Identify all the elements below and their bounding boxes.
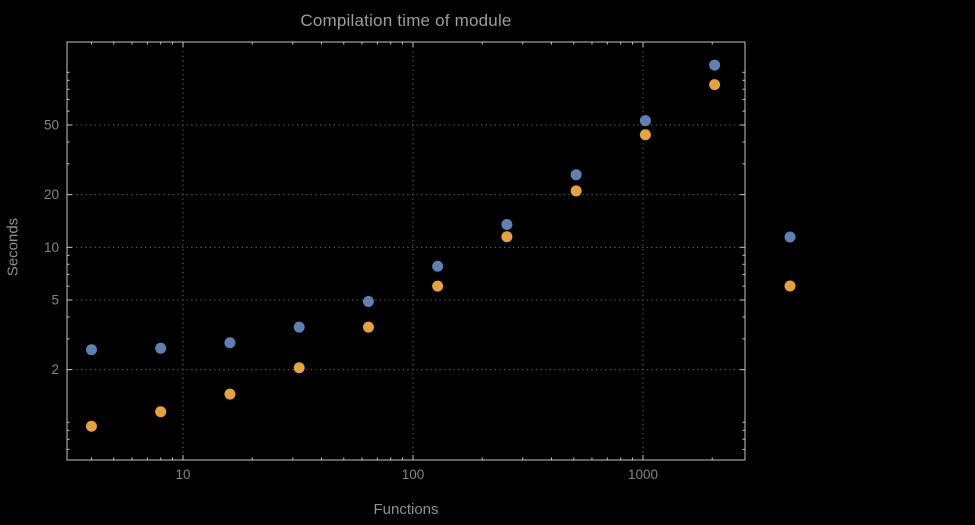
plot-frame [66,41,746,461]
data-point [85,344,97,356]
svg-text:2: 2 [51,362,59,377]
x-axis-label: Functions [373,501,439,518]
data-point [570,185,582,197]
data-point [155,342,167,354]
data-point [501,231,513,243]
data-point [362,321,374,333]
tick-labels: 10 100 1000 2 5 10 20 50 [44,118,658,483]
data-point [709,79,721,91]
y-axis-label: Seconds [4,217,22,277]
data-point [155,406,167,418]
data-point [501,219,513,231]
data-point [432,260,444,272]
svg-text:1000: 1000 [628,467,658,482]
svg-text:20: 20 [44,187,59,202]
legend-marker-series-2 [784,280,796,292]
svg-text:50: 50 [44,118,59,133]
grid-lines [67,42,745,460]
data-point [224,388,236,400]
svg-text:5: 5 [51,293,59,308]
data-point [362,296,374,308]
data-point [639,115,651,127]
svg-text:10: 10 [44,240,59,255]
data-points-series-2-orange [85,79,721,432]
data-point [85,420,97,432]
data-point [293,362,305,374]
data-point [639,129,651,141]
data-point [293,321,305,333]
tick-marks [67,42,745,460]
svg-text:10: 10 [175,467,190,482]
chart-title: Compilation time of module [300,11,512,30]
data-point [432,280,444,292]
svg-text:100: 100 [402,467,425,482]
legend-marker-series-1 [784,231,796,243]
legend [784,231,796,292]
data-point [224,337,236,349]
data-points-series-1-blue [85,59,721,356]
data-point [570,169,582,181]
data-point [709,59,721,71]
